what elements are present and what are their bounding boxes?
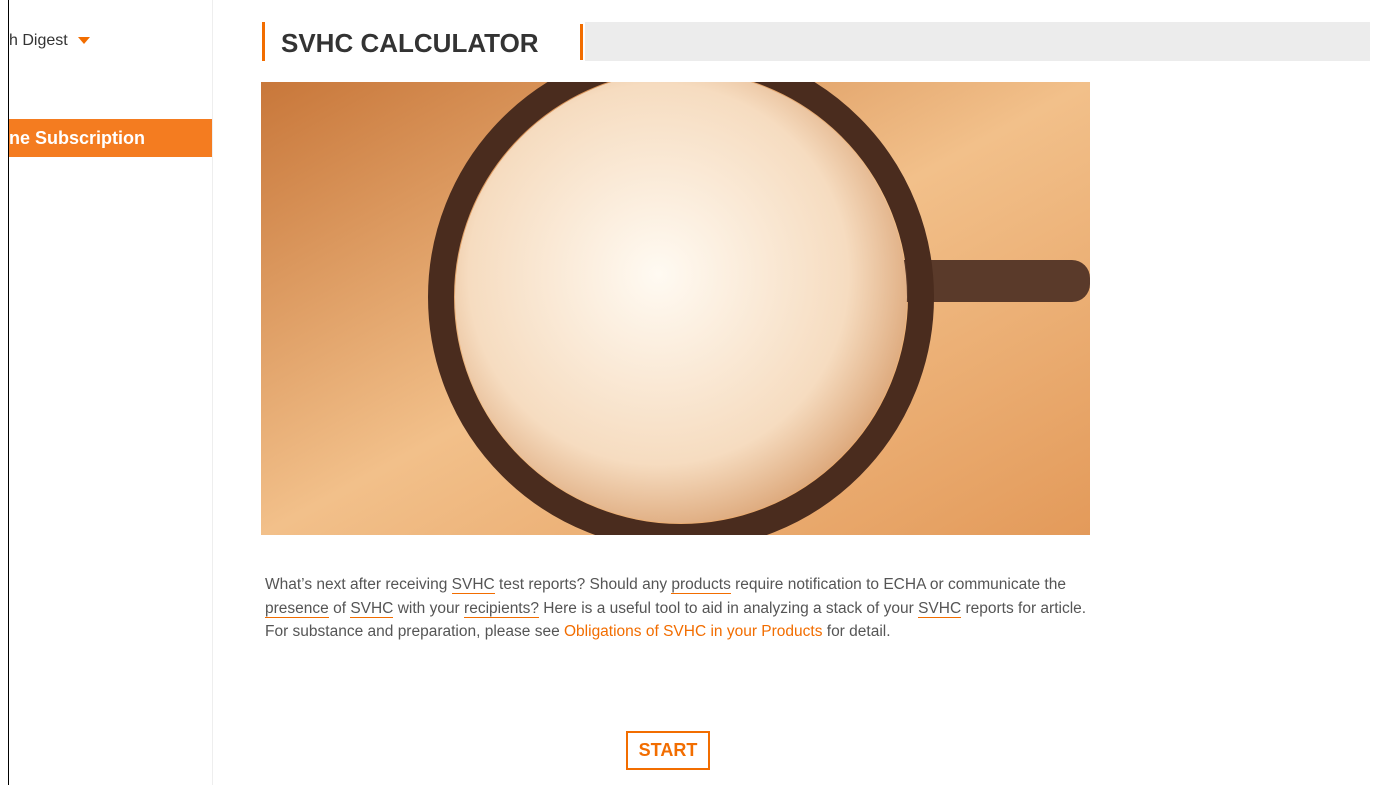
text: What’s next after receiving [265, 576, 452, 593]
link[interactable]: Obligations of SVHC in your Products [564, 623, 823, 640]
title-bar: SVHC CALCULATOR [262, 22, 1370, 61]
dropdown-arrow[interactable] [77, 37, 90, 45]
text: Here is a useful tool to aid in analyzin… [539, 599, 919, 617]
keyword[interactable]: recipients? [464, 599, 539, 618]
magnifier-rim [428, 82, 934, 535]
border [8, 0, 9, 785]
hero-image [261, 82, 1090, 535]
keyword[interactable]: SVHC [350, 599, 394, 618]
description: What’s next after receiving SVHC test re… [265, 573, 1095, 644]
text: of [328, 599, 351, 617]
title-accent [580, 24, 583, 60]
sidebar: h Digest ne Subscription [9, 0, 213, 785]
active-menu-item[interactable]: ne Subscription [9, 119, 212, 157]
magnifier-lens [455, 82, 907, 523]
keyword[interactable]: products [671, 576, 731, 594]
text: with your [393, 599, 465, 617]
text: reports for article. For substance and p… [265, 599, 1087, 641]
menu-item[interactable]: h Digest [9, 32, 90, 50]
start-button[interactable]: START [626, 731, 710, 770]
keyword[interactable]: SVHC [451, 576, 495, 594]
page-title: SVHC CALCULATOR [281, 28, 539, 58]
text: require notification to ECHA or communic… [730, 576, 1066, 593]
text: for detail. [822, 623, 891, 640]
keyword[interactable]: SVHC [918, 599, 962, 618]
menu-label[interactable]: h Digest [9, 32, 68, 49]
text: test reports? Should any [494, 576, 672, 593]
keyword[interactable]: presence [265, 599, 329, 618]
title-box: SVHC CALCULATOR [262, 22, 585, 61]
